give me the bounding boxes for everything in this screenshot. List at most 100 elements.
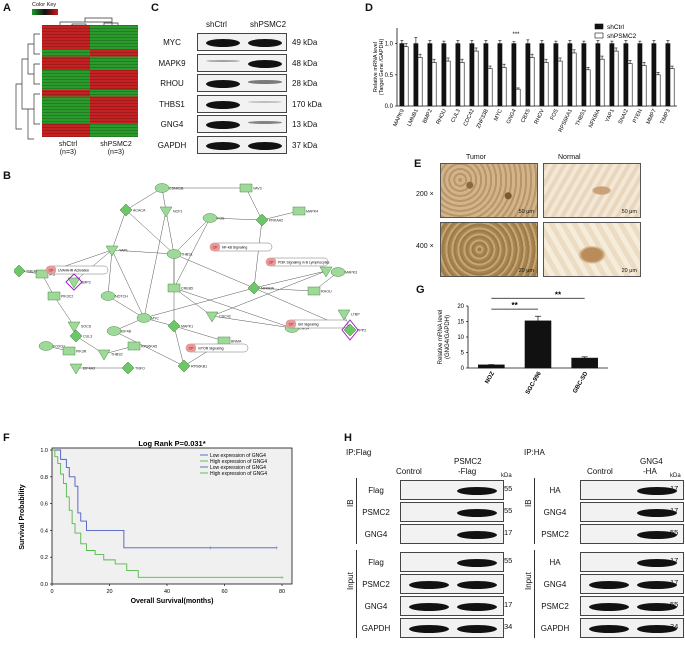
blot-band <box>248 39 282 47</box>
blot-row-label: GAPDH <box>157 140 187 150</box>
x-tick-label: CBX5 <box>520 108 532 124</box>
blot-band <box>457 509 497 517</box>
network-edge <box>253 219 263 289</box>
blot-strip <box>580 596 684 616</box>
network-node <box>167 319 181 333</box>
blot-row-label: PSMC2 <box>362 580 390 589</box>
network-edge <box>173 217 211 255</box>
blot-strip <box>580 502 684 522</box>
kda-unit: kDa <box>670 473 681 479</box>
panel-label-c: C <box>151 2 159 14</box>
x-tick-label: NOZ <box>485 371 497 385</box>
blot-row-label: GNG4 <box>543 508 567 517</box>
x-tick-label: NFKBIA <box>588 108 602 129</box>
chart-g: 0 5 10 15 20 Relative mRNA level(GNG4/GAPDH) N… <box>438 290 608 396</box>
bar <box>501 67 507 107</box>
panel-label-b: B <box>3 170 11 182</box>
blot-band <box>248 59 282 68</box>
blot-kda-label: 55 <box>670 528 679 537</box>
blot-row-label: Flag <box>368 558 384 567</box>
blot-col-shpsmc2: shPSMC2 <box>250 20 287 29</box>
group-n: (n=3) <box>107 149 125 156</box>
network-node-label: MAPK3 <box>345 271 357 275</box>
group-n: (n=3) <box>59 149 77 156</box>
x-tick-label: 60 <box>221 589 227 595</box>
network-node <box>105 245 119 257</box>
network-node <box>247 281 261 295</box>
network-node-label: BNMA <box>231 340 242 344</box>
blot-band <box>457 559 497 567</box>
col-control-left: Control <box>396 467 422 476</box>
network-node <box>67 277 81 289</box>
bar <box>567 43 573 107</box>
bar <box>571 52 577 107</box>
y-tick-label: 1.0 <box>385 42 394 48</box>
network-node-label: BMP2 <box>81 281 91 285</box>
legend-swatch <box>594 23 604 30</box>
network-node <box>330 267 346 277</box>
network-node <box>319 266 333 278</box>
network-node-label: FOXO1 <box>53 345 65 349</box>
survival-curve <box>52 449 277 549</box>
bar <box>529 57 535 107</box>
network-node <box>62 346 76 356</box>
network-node-label: CUL3 <box>83 335 92 339</box>
y-axis-label: Relative mRNA level(GNG4/GAPDH) <box>438 310 451 365</box>
blot-strip <box>400 552 504 572</box>
y-tick-label: 0.4 <box>40 528 48 534</box>
network-node-label: YAP1 <box>119 249 128 253</box>
network-node-label: EIF4A3 <box>83 367 95 371</box>
ip-ha-title: IP:HA <box>524 448 545 457</box>
ihc-image-normal-400: 20 μm <box>543 222 641 277</box>
network-node <box>239 183 253 193</box>
bar <box>655 74 661 107</box>
blot-kda-label: 55 <box>670 600 679 609</box>
bar <box>581 43 587 107</box>
panel-label-h: H <box>344 432 352 444</box>
ihc-row-200: 200 × <box>416 191 434 198</box>
blot-row-label: HA <box>549 486 561 495</box>
blot-band <box>457 487 497 495</box>
network-node <box>69 329 83 343</box>
network-edge <box>125 187 163 211</box>
x-tick-label: PTEN <box>632 108 644 124</box>
blot-kda-label: 17 <box>504 528 513 537</box>
network-node-label: RHOU <box>321 290 332 294</box>
blot-row-label: GNG4 <box>364 530 388 539</box>
bar <box>417 57 423 107</box>
y-axis-label-line: Relative mRNA level <box>438 310 444 365</box>
color-key-bar <box>32 9 58 15</box>
network-node <box>38 341 54 351</box>
kda-unit: kDa <box>501 473 512 479</box>
y-tick-label: 0.0 <box>40 582 48 588</box>
highlighted-node <box>65 273 83 291</box>
blot-row-label: MAPK9 <box>158 58 186 68</box>
bar <box>627 63 633 107</box>
panel-label-a: A <box>3 2 11 14</box>
blot-strip <box>197 94 287 113</box>
significance-label: ** <box>555 290 562 299</box>
y-tick-label: 10 <box>457 335 464 341</box>
input-side-label: Input <box>346 572 355 590</box>
network-node-label: ACACA <box>133 209 146 213</box>
blot-row-label: GNG4 <box>364 602 388 611</box>
group-label: shPSMC2 <box>100 141 132 148</box>
network-edge <box>173 287 213 317</box>
network-edge <box>111 249 175 255</box>
legend-label: Low expression of GNG4 <box>210 465 266 471</box>
pathway-label: PI3K Signaling in B Lymphocytes <box>278 261 330 265</box>
blot-strip <box>197 74 287 92</box>
y-axis-label: Survival Probability <box>19 484 26 549</box>
blot-kda-label: 17 <box>670 506 679 515</box>
significance-label: ** <box>512 301 519 310</box>
network-node <box>167 283 181 293</box>
bar <box>497 43 503 107</box>
bar <box>595 43 601 107</box>
blot-strip <box>197 115 287 133</box>
pathway-tag: CP <box>269 261 275 265</box>
y-tick-label: 5 <box>461 351 465 357</box>
x-tick-label: MYC <box>493 108 504 122</box>
blot-strip <box>580 618 684 638</box>
bar <box>469 43 475 107</box>
network-node <box>307 286 321 296</box>
